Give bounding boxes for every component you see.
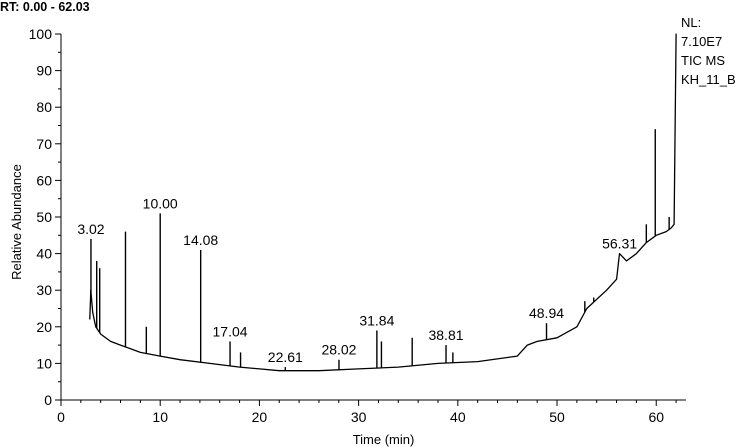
x-tick-label: 10 [152,409,168,425]
tic-trace [89,33,677,372]
trace-group [89,33,677,372]
x-tick-label: 40 [450,409,466,425]
y-tick-label: 60 [36,172,52,188]
y-tick-label: 90 [36,63,52,79]
peak-label: 48.94 [529,305,564,321]
info-block: NL: 7.10E7 TIC MS KH_11_B [681,15,736,87]
y-tick-label: 70 [36,136,52,152]
x-tick-label: 0 [57,409,65,425]
axes: 0 10 20 30 40 50 60 70 80 90 100 0 10 20 30 40 50 60 [29,26,686,425]
x-tick-label: 50 [549,409,565,425]
y-tick-label: 80 [36,99,52,115]
y-tick-label: 40 [36,246,52,262]
x-axis-label: Time (min) [353,432,415,447]
peak-label: 31.84 [359,312,394,328]
info-line: NL: [681,15,701,30]
peak-label: 14.08 [183,232,218,248]
y-tick-label: 50 [36,209,52,225]
peak-label: 3.02 [77,221,104,237]
y-tick-label: 0 [44,392,52,408]
peak-label: 56.31 [602,236,637,252]
y-tick-label: 30 [36,282,52,298]
peak-label: 22.61 [268,349,303,365]
peak-label: 28.02 [321,342,356,358]
y-tick-label: 100 [29,26,53,42]
x-tick-label: 30 [351,409,367,425]
rt-range-header: RT: 0.00 - 62.03 [0,0,90,14]
x-tick-label: 60 [648,409,664,425]
peak-label: 17.04 [213,323,248,339]
y-tick-label: 20 [36,319,52,335]
peak-label: 38.81 [428,327,463,343]
info-line: KH_11_B [681,72,736,87]
info-line: 7.10E7 [681,34,722,49]
y-tick-label: 10 [36,355,52,371]
peak-label: 10.00 [143,195,178,211]
y-axis-label: Relative Abundance [9,164,24,280]
info-line: TIC MS [681,53,725,68]
x-tick-label: 20 [252,409,268,425]
